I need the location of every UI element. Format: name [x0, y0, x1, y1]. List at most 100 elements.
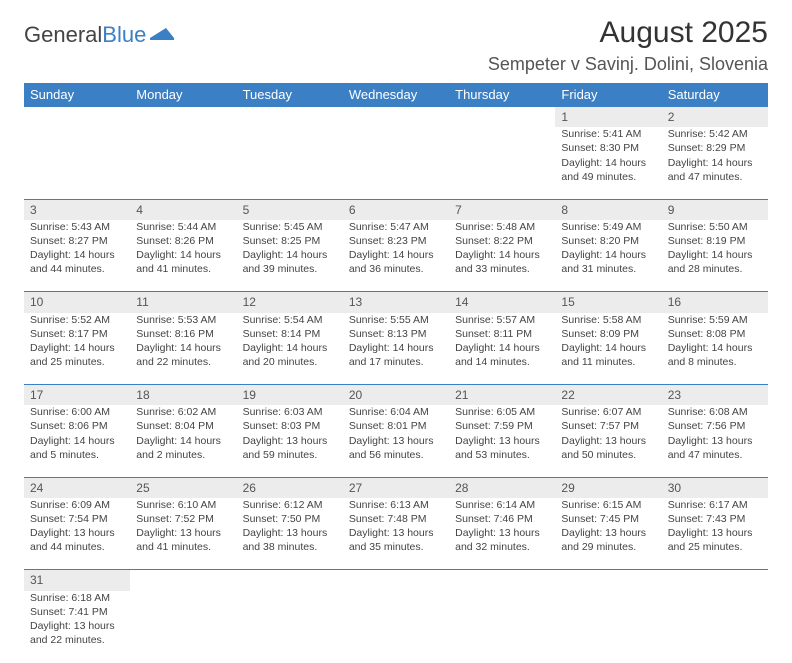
- month-title: August 2025: [488, 16, 768, 50]
- day-number: 9: [662, 199, 768, 220]
- daylight-text-1: Daylight: 14 hours: [668, 248, 762, 262]
- day-number: [662, 570, 768, 591]
- daynum-row: 17181920212223: [24, 385, 768, 406]
- day-cell: [449, 127, 555, 199]
- sunset-text: Sunset: 7:46 PM: [455, 512, 549, 526]
- sunrise-text: Sunrise: 5:58 AM: [561, 313, 655, 327]
- day-cell: Sunrise: 6:10 AMSunset: 7:52 PMDaylight:…: [130, 498, 236, 570]
- sunset-text: Sunset: 8:09 PM: [561, 327, 655, 341]
- sunset-text: Sunset: 7:50 PM: [243, 512, 337, 526]
- sunrise-text: Sunrise: 6:13 AM: [349, 498, 443, 512]
- day-number: [449, 107, 555, 128]
- sunset-text: Sunset: 8:17 PM: [30, 327, 124, 341]
- daylight-text-1: Daylight: 14 hours: [668, 156, 762, 170]
- daylight-text-1: Daylight: 13 hours: [136, 526, 230, 540]
- day-number: 4: [130, 199, 236, 220]
- daylight-text-2: and 32 minutes.: [455, 540, 549, 554]
- day-cell: Sunrise: 5:57 AMSunset: 8:11 PMDaylight:…: [449, 313, 555, 385]
- day-number: 2: [662, 107, 768, 128]
- daylight-text-2: and 25 minutes.: [668, 540, 762, 554]
- sunset-text: Sunset: 7:59 PM: [455, 419, 549, 433]
- daylight-text-1: Daylight: 14 hours: [136, 341, 230, 355]
- daylight-text-2: and 36 minutes.: [349, 262, 443, 276]
- day-number: 25: [130, 477, 236, 498]
- day-number: 14: [449, 292, 555, 313]
- day-cell: Sunrise: 6:15 AMSunset: 7:45 PMDaylight:…: [555, 498, 661, 570]
- daylight-text-1: Daylight: 13 hours: [243, 434, 337, 448]
- daylight-text-1: Daylight: 14 hours: [349, 248, 443, 262]
- daylight-text-2: and 41 minutes.: [136, 540, 230, 554]
- sunset-text: Sunset: 8:04 PM: [136, 419, 230, 433]
- sunrise-text: Sunrise: 6:07 AM: [561, 405, 655, 419]
- daylight-text-2: and 31 minutes.: [561, 262, 655, 276]
- day-cell: Sunrise: 5:45 AMSunset: 8:25 PMDaylight:…: [237, 220, 343, 292]
- day-number: 23: [662, 385, 768, 406]
- day-number: [237, 570, 343, 591]
- daylight-text-1: Daylight: 14 hours: [455, 341, 549, 355]
- sunrise-text: Sunrise: 5:45 AM: [243, 220, 337, 234]
- day-cell: Sunrise: 6:12 AMSunset: 7:50 PMDaylight:…: [237, 498, 343, 570]
- daylight-text-2: and 17 minutes.: [349, 355, 443, 369]
- daylight-text-2: and 33 minutes.: [455, 262, 549, 276]
- day-cell: Sunrise: 6:08 AMSunset: 7:56 PMDaylight:…: [662, 405, 768, 477]
- daylight-text-2: and 44 minutes.: [30, 540, 124, 554]
- daylight-text-2: and 38 minutes.: [243, 540, 337, 554]
- day-cell: Sunrise: 6:09 AMSunset: 7:54 PMDaylight:…: [24, 498, 130, 570]
- day-cell: Sunrise: 6:00 AMSunset: 8:06 PMDaylight:…: [24, 405, 130, 477]
- sunrise-text: Sunrise: 5:50 AM: [668, 220, 762, 234]
- day-number: 12: [237, 292, 343, 313]
- daylight-text-2: and 29 minutes.: [561, 540, 655, 554]
- day-number: 27: [343, 477, 449, 498]
- col-friday: Friday: [555, 83, 661, 107]
- day-cell: Sunrise: 5:58 AMSunset: 8:09 PMDaylight:…: [555, 313, 661, 385]
- day-cell: Sunrise: 5:43 AMSunset: 8:27 PMDaylight:…: [24, 220, 130, 292]
- day-cell: [24, 127, 130, 199]
- daylight-text-1: Daylight: 13 hours: [30, 619, 124, 633]
- sunset-text: Sunset: 8:06 PM: [30, 419, 124, 433]
- daylight-text-2: and 50 minutes.: [561, 448, 655, 462]
- sunrise-text: Sunrise: 6:04 AM: [349, 405, 443, 419]
- daylight-text-2: and 8 minutes.: [668, 355, 762, 369]
- daylight-text-2: and 47 minutes.: [668, 170, 762, 184]
- sunset-text: Sunset: 7:52 PM: [136, 512, 230, 526]
- sunset-text: Sunset: 8:30 PM: [561, 141, 655, 155]
- sunrise-text: Sunrise: 5:47 AM: [349, 220, 443, 234]
- day-cell: Sunrise: 5:42 AMSunset: 8:29 PMDaylight:…: [662, 127, 768, 199]
- daynum-row: 12: [24, 107, 768, 128]
- sunrise-text: Sunrise: 6:05 AM: [455, 405, 549, 419]
- daylight-text-2: and 2 minutes.: [136, 448, 230, 462]
- daylight-text-2: and 35 minutes.: [349, 540, 443, 554]
- col-saturday: Saturday: [662, 83, 768, 107]
- sunset-text: Sunset: 8:25 PM: [243, 234, 337, 248]
- day-cell: Sunrise: 5:59 AMSunset: 8:08 PMDaylight:…: [662, 313, 768, 385]
- sunrise-text: Sunrise: 5:54 AM: [243, 313, 337, 327]
- daylight-text-2: and 49 minutes.: [561, 170, 655, 184]
- sunset-text: Sunset: 8:16 PM: [136, 327, 230, 341]
- daylight-text-1: Daylight: 13 hours: [561, 526, 655, 540]
- day-cell: Sunrise: 5:49 AMSunset: 8:20 PMDaylight:…: [555, 220, 661, 292]
- sunset-text: Sunset: 8:19 PM: [668, 234, 762, 248]
- sunrise-text: Sunrise: 6:09 AM: [30, 498, 124, 512]
- daylight-text-1: Daylight: 14 hours: [668, 341, 762, 355]
- daylight-text-1: Daylight: 14 hours: [136, 434, 230, 448]
- sunset-text: Sunset: 7:48 PM: [349, 512, 443, 526]
- sunrise-text: Sunrise: 5:41 AM: [561, 127, 655, 141]
- day-cell: Sunrise: 6:13 AMSunset: 7:48 PMDaylight:…: [343, 498, 449, 570]
- details-row: Sunrise: 5:41 AMSunset: 8:30 PMDaylight:…: [24, 127, 768, 199]
- sunset-text: Sunset: 8:23 PM: [349, 234, 443, 248]
- sunrise-text: Sunrise: 5:44 AM: [136, 220, 230, 234]
- sunrise-text: Sunrise: 6:00 AM: [30, 405, 124, 419]
- sunrise-text: Sunrise: 5:43 AM: [30, 220, 124, 234]
- daylight-text-1: Daylight: 14 hours: [30, 434, 124, 448]
- daylight-text-2: and 28 minutes.: [668, 262, 762, 276]
- day-number: 18: [130, 385, 236, 406]
- day-number: 17: [24, 385, 130, 406]
- day-number: 8: [555, 199, 661, 220]
- daylight-text-1: Daylight: 14 hours: [561, 156, 655, 170]
- daylight-text-1: Daylight: 14 hours: [349, 341, 443, 355]
- sunset-text: Sunset: 8:08 PM: [668, 327, 762, 341]
- sunrise-text: Sunrise: 6:12 AM: [243, 498, 337, 512]
- day-cell: Sunrise: 5:48 AMSunset: 8:22 PMDaylight:…: [449, 220, 555, 292]
- day-number: 29: [555, 477, 661, 498]
- sunrise-text: Sunrise: 5:49 AM: [561, 220, 655, 234]
